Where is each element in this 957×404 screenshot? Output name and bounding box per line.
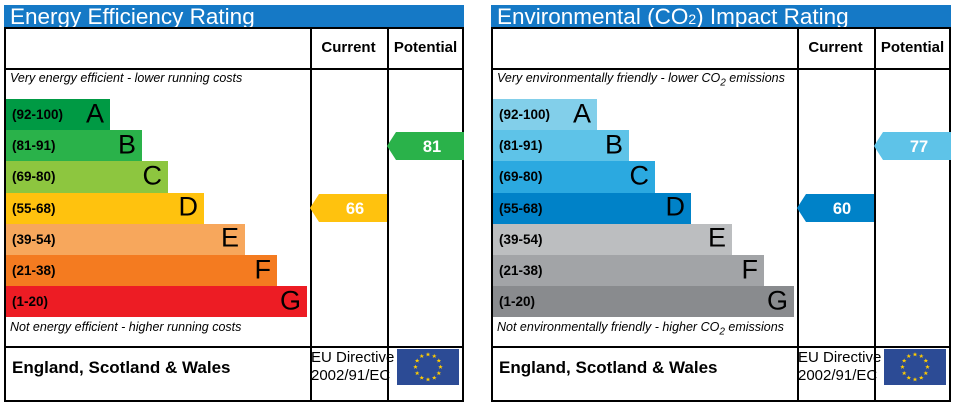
svg-text:66: 66 xyxy=(346,200,364,218)
svg-text:60: 60 xyxy=(833,200,851,218)
svg-text:81: 81 xyxy=(423,138,441,156)
svg-text:77: 77 xyxy=(910,138,928,156)
